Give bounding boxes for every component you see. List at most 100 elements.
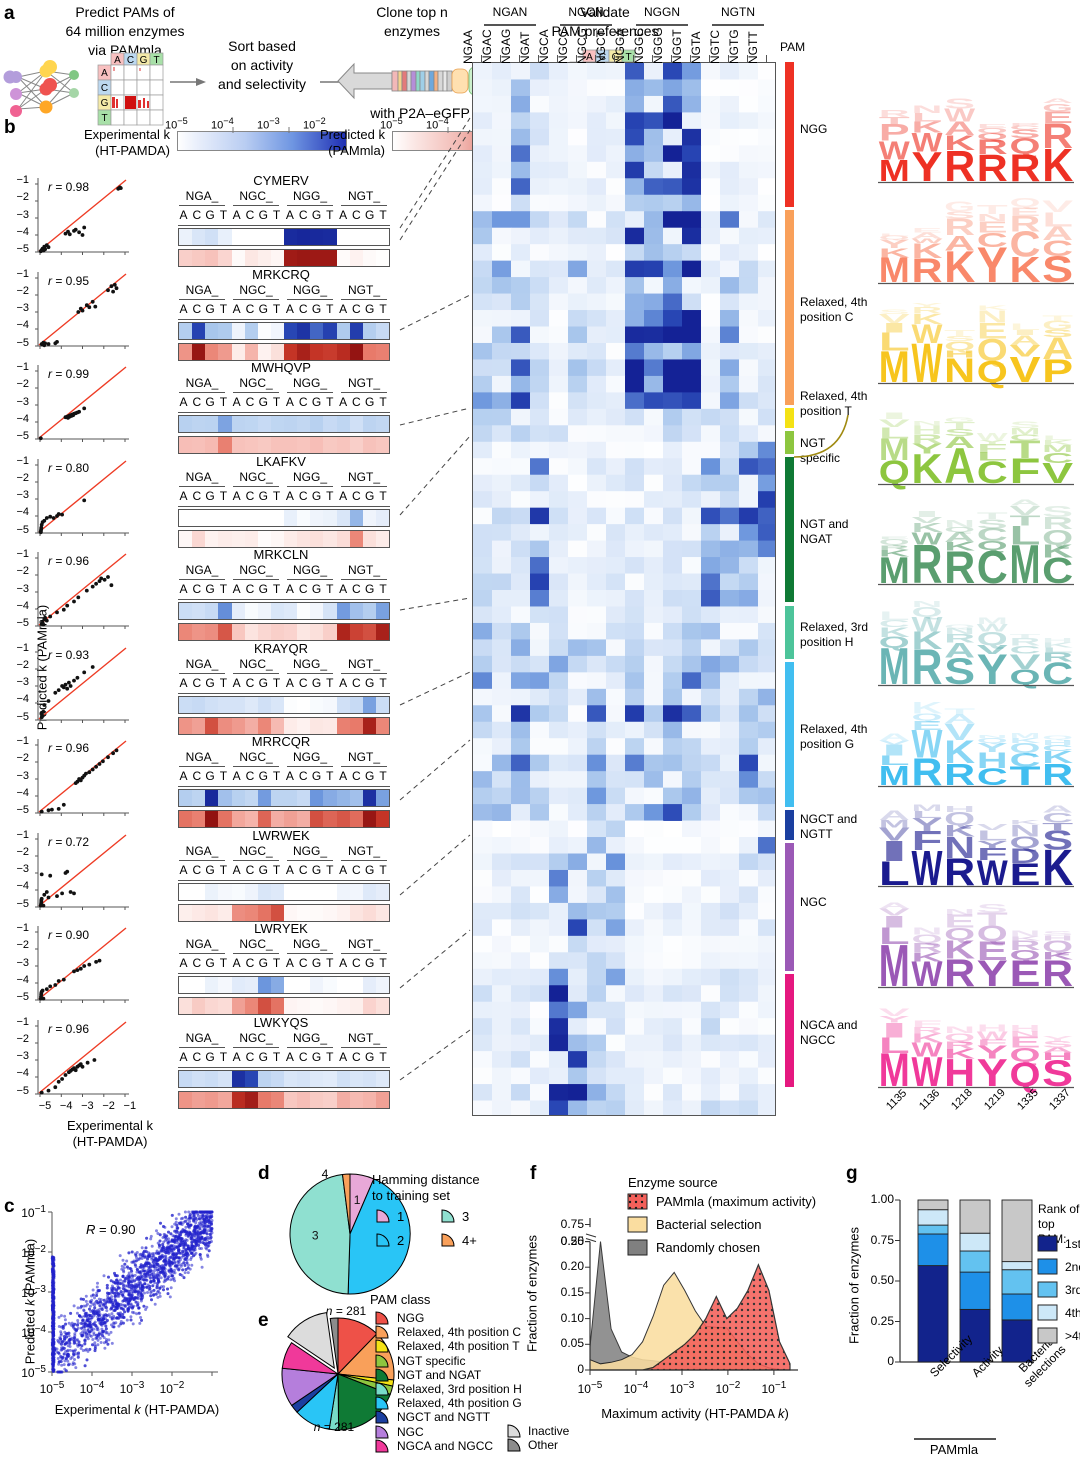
svg-text:G: G <box>944 417 975 424</box>
panel-g-group-underline <box>914 1438 996 1440</box>
svg-text:S: S <box>1042 931 1073 937</box>
panel-f-xtick-1: 10−4 <box>616 1380 656 1396</box>
panel-g-legend-item-2: 3rd <box>1038 1282 1080 1297</box>
legend-swatch-icon <box>1038 1305 1057 1320</box>
svg-text:Q: Q <box>944 624 975 630</box>
panel-d-legend-item-3: 4+ <box>440 1232 477 1248</box>
legend-wedge-icon <box>440 1208 456 1224</box>
svg-text:M: M <box>1010 730 1041 739</box>
svg-text:N: N <box>944 1026 975 1036</box>
svg-text:Q: Q <box>1010 195 1041 210</box>
panel-e-legend-label-3: NGT specific <box>397 1354 465 1368</box>
panel-f-ylabel: Fraction of enzymes <box>525 1204 540 1384</box>
panel-g-ytick-1: 0.75 <box>858 1233 894 1247</box>
panel-c-xtick-3: 10−2 <box>154 1380 190 1396</box>
panel-g-ytick-3: 0.25 <box>858 1314 894 1328</box>
panel-d-legend-label-1: 3 <box>462 1209 469 1224</box>
legend-swatch-icon <box>1038 1282 1057 1297</box>
panel-c-ylabel: Predicted k (PAMmla) <box>23 1212 38 1392</box>
svg-text:S: S <box>944 95 975 112</box>
panel-d-legend-label-3: 4+ <box>462 1233 477 1248</box>
panel-f-ytick-6: 0.05 <box>542 1336 584 1350</box>
panel-e-legend-title: PAM class <box>370 1292 430 1307</box>
panel-e-legend-label-6: Relaxed, 4th position G <box>397 1396 522 1410</box>
panel-f-xlabel: Maximum activity (HT-PAMDA k) <box>570 1406 820 1421</box>
svg-text:K: K <box>1010 820 1043 827</box>
legend-swatch-icon <box>628 1240 647 1255</box>
svg-text:S: S <box>1042 504 1073 521</box>
legend-wedge-icon <box>375 1232 391 1248</box>
panel-e-legend-item-9: NGCA and NGCC <box>374 1438 493 1454</box>
panel-d-legend-label-0: 1 <box>397 1209 404 1224</box>
panel-label-d: d <box>258 1163 270 1185</box>
panel-f-legend-item-1: Bacterial selection <box>628 1217 762 1232</box>
svg-text:S: S <box>1010 420 1041 430</box>
svg-text:K: K <box>912 698 945 717</box>
svg-text:A: A <box>879 732 910 743</box>
svg-text:I: I <box>879 411 914 422</box>
svg-text:T: T <box>977 201 1008 216</box>
legend-swatch-icon <box>1038 1328 1057 1343</box>
svg-text:R: R <box>879 109 912 120</box>
panel-f-xtick-2: 10−3 <box>662 1380 702 1396</box>
svg-text:E: E <box>977 124 1009 130</box>
svg-text:G: G <box>944 199 975 215</box>
panel-g-ytick-2: 0.50 <box>858 1273 894 1287</box>
panel-d-legend-item-0: 1 <box>375 1208 404 1224</box>
svg-text:N: N <box>944 907 975 917</box>
svg-text:A: A <box>879 808 910 824</box>
svg-text:K: K <box>977 305 1011 312</box>
panel-c-R-label: R = 0.90 <box>86 1222 136 1237</box>
panel-label-e: e <box>258 1310 269 1332</box>
panel-e-legend-extra-1: Other <box>506 1437 558 1453</box>
panel-g-ylabel: Fraction of enzymes <box>847 1196 862 1376</box>
legend-wedge-icon <box>375 1208 391 1224</box>
panel-f-legend-label-2: Randomly chosen <box>656 1240 760 1255</box>
panel-g-legend-label-4: >4th <box>1065 1329 1080 1343</box>
panel-g-legend-label-3: 4th <box>1065 1306 1080 1320</box>
svg-text:S: S <box>977 901 1008 915</box>
legend-wedge-icon <box>440 1232 456 1248</box>
panel-e-legend-label-9: NGCA and NGCC <box>397 1439 493 1453</box>
legend-wedge-icon <box>506 1437 522 1453</box>
svg-text:T: T <box>944 706 978 716</box>
panel-e-legend-label-7: NGCT and NGTT <box>397 1410 490 1424</box>
svg-text:N: N <box>912 420 945 427</box>
panel-d-legend-item-1: 3 <box>440 1208 469 1224</box>
svg-text:T: T <box>944 328 979 338</box>
svg-text:N: N <box>912 926 943 937</box>
svg-text:A: A <box>879 901 911 910</box>
panel-g-legend-label-1: 2nd <box>1065 1260 1080 1274</box>
svg-text:Y: Y <box>912 303 945 309</box>
svg-text:L: L <box>879 232 910 236</box>
svg-text:E: E <box>912 227 948 234</box>
panel-f-legend-item-2: Randomly chosen <box>628 1240 760 1255</box>
svg-text:Y: Y <box>1042 1034 1073 1043</box>
svg-text:N: N <box>912 104 943 116</box>
svg-text:S: S <box>879 309 915 316</box>
panel-e-legend-label-1: Relaxed, 4th position C <box>397 1325 521 1339</box>
panel-g-legend-label-2: 3rd <box>1065 1283 1080 1297</box>
panel-e-n-label: n = 281 <box>294 1420 374 1434</box>
svg-text:L: L <box>1042 435 1074 442</box>
panel-g-ytick-0: 1.00 <box>858 1192 894 1206</box>
panel-e-legend-extra-label-1: Other <box>528 1438 558 1452</box>
svg-text:H: H <box>1042 638 1073 645</box>
panel-c-xtick-1: 10−4 <box>74 1380 110 1396</box>
panel-f-ytick-7: 0 <box>542 1362 584 1376</box>
legend-swatch-icon <box>1038 1236 1057 1251</box>
panel-g-legend-label-0: 1st <box>1065 1237 1080 1251</box>
svg-text:M: M <box>977 616 1008 626</box>
panel-f-legend-label-0: PAMmla (maximum activity) <box>656 1194 816 1209</box>
svg-text:N: N <box>944 519 975 531</box>
panel-f-xtick-0: 10−5 <box>570 1380 610 1396</box>
svg-text:T: T <box>977 511 1011 521</box>
svg-text:T: T <box>1042 314 1078 322</box>
panel-e-legend-label-2: Relaxed, 4th position T <box>397 1339 520 1353</box>
svg-text:H: H <box>977 1024 1008 1035</box>
